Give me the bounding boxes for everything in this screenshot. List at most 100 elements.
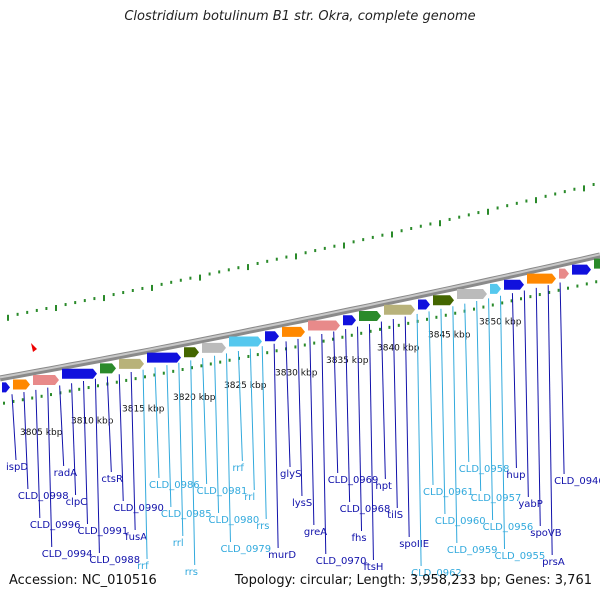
- inner-tick-ring: [3, 280, 598, 405]
- label-leader: [273, 343, 279, 549]
- label-leader: [559, 282, 565, 475]
- label-leader: [142, 369, 148, 560]
- kbp-label: 3850 kbp: [479, 318, 522, 328]
- label-leader: [476, 301, 482, 492]
- gene-label: CLD_0968: [340, 504, 391, 515]
- gene-label: CLD_0959: [447, 545, 498, 556]
- kbp-label: 3840 kbp: [377, 343, 420, 353]
- label-leader: [368, 324, 374, 561]
- gene-arrow: [33, 374, 59, 385]
- gene-label: clpC: [66, 497, 88, 508]
- gene-arrow: [594, 258, 600, 269]
- gene-label: rrl: [244, 492, 255, 503]
- gene-arrow: [457, 289, 487, 300]
- label-leader: [535, 287, 541, 527]
- label-leader: [166, 365, 172, 508]
- label-leader: [500, 295, 506, 550]
- gene-label: hup: [506, 470, 525, 481]
- label-leader: [202, 358, 208, 485]
- gene-label: lysS: [292, 498, 312, 509]
- label-leader: [464, 303, 470, 463]
- gene-arrow: [100, 363, 116, 374]
- gene-arrow: [433, 295, 454, 306]
- label-leader: [345, 329, 351, 503]
- gene-label: rrf: [137, 561, 149, 572]
- label-leader: [59, 385, 65, 467]
- label-leader: [249, 348, 255, 491]
- gene-label: rrf: [232, 463, 244, 474]
- gene-label: CLD_0991: [77, 526, 128, 537]
- kbp-label: 3815 kbp: [122, 405, 165, 415]
- label-leader: [547, 285, 553, 556]
- gene-label: rrs: [185, 567, 198, 578]
- label-leader: [23, 392, 29, 490]
- kbp-label: 3825 kbp: [224, 381, 267, 391]
- genome-backbone: [0, 252, 600, 382]
- gene-label: rrs: [256, 521, 269, 532]
- gene-arrow: [359, 310, 381, 321]
- gene-arrow: [13, 379, 30, 390]
- label-leader: [190, 360, 196, 566]
- label-leader: [309, 336, 315, 526]
- gene-labels: ispD CLD_0998 CLD_0996 CLD_0994 radA clpC CLD_…: [6, 282, 600, 579]
- kbp-label: 3805 kbp: [20, 428, 63, 438]
- label-leader: [261, 346, 267, 520]
- gene-label: CLD_0957: [471, 493, 522, 504]
- gene-label: CLD_0979: [220, 544, 271, 555]
- gene-label: CLD_0981: [197, 486, 248, 497]
- accession-text: Accession: NC_010516: [9, 573, 157, 588]
- label-leader: [82, 380, 88, 525]
- gene-arrow: [559, 268, 569, 279]
- gene-label: CLD_0970: [316, 556, 367, 567]
- gene-label: spoIIE: [399, 539, 429, 550]
- label-leader: [321, 334, 327, 555]
- label-leader: [225, 353, 231, 543]
- label-leader: [523, 290, 529, 498]
- label-leader: [404, 316, 410, 538]
- genome-summary-text: Topology: circular; Length: 3,958,233 bp…: [234, 573, 592, 588]
- label-leader: [106, 376, 112, 473]
- gene-label: hpt: [375, 481, 392, 492]
- map-title: Clostridium botulinum B1 str. Okra, comp…: [124, 9, 476, 24]
- gene-arrow: [504, 279, 524, 290]
- label-leader: [47, 387, 53, 548]
- gene-label: spoVB: [530, 528, 562, 539]
- kbp-scale-labels: 3805 kbp 3810 kbp 3815 kbp 3820 kbp 3825 kbp…: [20, 318, 522, 438]
- gene-label: fhs: [352, 533, 367, 544]
- label-leader: [380, 321, 386, 480]
- gene-label: CLD_0985: [161, 509, 212, 520]
- label-leader: [178, 362, 184, 537]
- gene-arrow: [2, 382, 10, 393]
- gene-label: CLD_0960: [435, 516, 486, 527]
- gene-label: CLD_0958: [459, 464, 510, 475]
- label-leader: [71, 383, 77, 496]
- gene-label: yabP: [518, 499, 542, 510]
- gene-arrow: [229, 336, 262, 347]
- label-leader: [452, 306, 458, 544]
- gene-arrow: [490, 283, 501, 294]
- gene-label: CLD_0962: [411, 568, 462, 579]
- label-leader: [154, 367, 160, 479]
- gene-label: CLD_0988: [89, 555, 140, 566]
- label-leader: [297, 338, 303, 497]
- gene-label: CLD_0986: [149, 480, 200, 491]
- gene-track: [2, 258, 600, 393]
- gene-arrow: [572, 264, 591, 275]
- gene-label: CLD_0946: [554, 476, 600, 487]
- gene-label: CLD_0956: [483, 522, 534, 533]
- gene-label: rrl: [173, 538, 184, 549]
- gene-label: tilS: [387, 510, 403, 521]
- gene-arrow: [184, 347, 199, 358]
- gene-arrow: [147, 352, 181, 363]
- label-leader: [428, 311, 434, 486]
- label-leader: [416, 313, 422, 567]
- gene-arrow: [62, 368, 97, 379]
- gene-label: prsA: [542, 557, 565, 568]
- gene-arrow: [119, 358, 144, 369]
- label-leader: [118, 374, 124, 502]
- gene-label: CLD_0961: [423, 487, 474, 498]
- gene-arrow: [282, 326, 305, 337]
- label-leader: [35, 389, 41, 519]
- kbp-label: 3835 kbp: [326, 356, 369, 366]
